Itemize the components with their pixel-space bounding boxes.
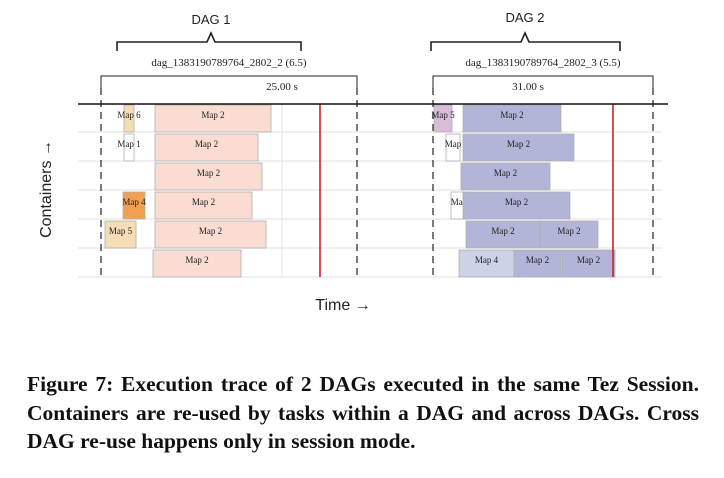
task-bar-rect <box>104 220 137 249</box>
task-bar-label: Map <box>445 139 462 149</box>
task-bar-rect <box>122 191 146 220</box>
task-bar-rect <box>460 162 551 191</box>
task-bar-rect <box>465 220 541 249</box>
task-bar: Map 2 <box>561 249 616 278</box>
task-bar-label: Map 2 <box>526 255 549 265</box>
task-bar: Map 2 <box>154 191 253 220</box>
task-bar-label: Map 2 <box>491 226 514 236</box>
task-bar-label: Map 2 <box>197 168 220 178</box>
task-bar: Map 5 <box>431 104 455 133</box>
task-bar-label: Map 4 <box>475 255 499 265</box>
dag1-duration-bracket <box>100 75 358 88</box>
task-bar: Map 1 <box>117 133 141 162</box>
task-bar-rect <box>154 191 253 220</box>
task-bar-label: Map 2 <box>185 255 208 265</box>
task-bar-label: Map 2 <box>195 139 218 149</box>
dag1-duration: 25.00 s <box>266 81 298 93</box>
task-bar-rect <box>458 249 515 278</box>
task-bar-rect <box>513 249 562 278</box>
task-bar: Map 2 <box>154 162 263 191</box>
task-bar-label: Map 2 <box>494 168 517 178</box>
task-bar: Map 2 <box>462 133 575 162</box>
task-bar-label: Map 4 <box>122 197 146 207</box>
task-bar-label: Map <box>451 197 468 207</box>
task-bar-rect <box>123 104 135 133</box>
task-bar: Map 4 <box>458 249 515 278</box>
dag2-duration: 31.00 s <box>512 81 544 93</box>
task-bar: Map 2 <box>154 104 272 133</box>
task-bar-rect <box>539 220 599 249</box>
task-bar-label: Map 2 <box>507 139 530 149</box>
task-bar-rect <box>445 133 461 162</box>
task-bar: Map 2 <box>462 104 562 133</box>
task-bar: Map 2 <box>154 133 259 162</box>
task-bar: Map 2 <box>152 249 242 278</box>
dag1-name: dag_1383190789764_2802_2 (6.5) <box>151 57 307 69</box>
dag-boundaries <box>100 88 654 278</box>
task-bar: Map 2 <box>460 162 551 191</box>
x-axis-label: Time → <box>315 297 370 314</box>
task-bar-label: Map 2 <box>577 255 600 265</box>
dag2-duration-bracket <box>432 75 654 88</box>
dag1-brace <box>116 31 302 51</box>
task-bar-rect <box>154 104 272 133</box>
task-bar-rect <box>462 191 571 220</box>
dag2-brace <box>430 31 621 51</box>
task-bar: Map 2 <box>539 220 599 249</box>
task-bar: Map 2 <box>462 191 571 220</box>
task-bar-label: Map 5 <box>431 110 455 120</box>
task-bar-label: Map 5 <box>109 226 133 236</box>
task-bar: Map 6 <box>117 104 141 133</box>
task-bar-label: Map 2 <box>505 197 528 207</box>
task-bar: Map 2 <box>465 220 541 249</box>
task-bar-label: Map 1 <box>117 139 140 149</box>
figure-caption: Figure 7: Execution trace of 2 DAGs exec… <box>27 372 699 453</box>
task-bar-label: Map 2 <box>201 110 224 120</box>
task-bar: Map 5 <box>104 220 137 249</box>
task-bar: Map 2 <box>154 220 267 249</box>
task-bar-rect <box>462 104 562 133</box>
task-bar-rect <box>561 249 616 278</box>
y-axis-label: Containers → <box>38 140 55 238</box>
task-bar-rect <box>154 220 267 249</box>
task-bar-label: Map 2 <box>557 226 580 236</box>
task-bar-rect <box>433 104 453 133</box>
task-bar-label: Map 2 <box>199 226 222 236</box>
task-bars: Map 6 Map 2 Map 5 Map 2 Map 1 Map 2 Map Map 2 Ma… <box>104 104 616 278</box>
task-bar: Map <box>445 133 462 162</box>
task-bar-rect <box>152 249 242 278</box>
task-bar-label: Map 2 <box>192 197 215 207</box>
task-bar-label: Map 2 <box>500 110 523 120</box>
task-bar: Map 2 <box>513 249 562 278</box>
task-bar-rect <box>462 133 575 162</box>
task-bar-rect <box>123 133 135 162</box>
dag2-label: DAG 2 <box>505 10 544 25</box>
dag2-name: dag_1383190789764_2802_3 (5.5) <box>465 57 621 69</box>
task-bar-rect <box>154 162 263 191</box>
dag1-label: DAG 1 <box>191 12 230 27</box>
task-bar-rect <box>154 133 259 162</box>
task-bar: Map 4 <box>122 191 146 220</box>
task-bar-label: Map 6 <box>117 110 141 120</box>
